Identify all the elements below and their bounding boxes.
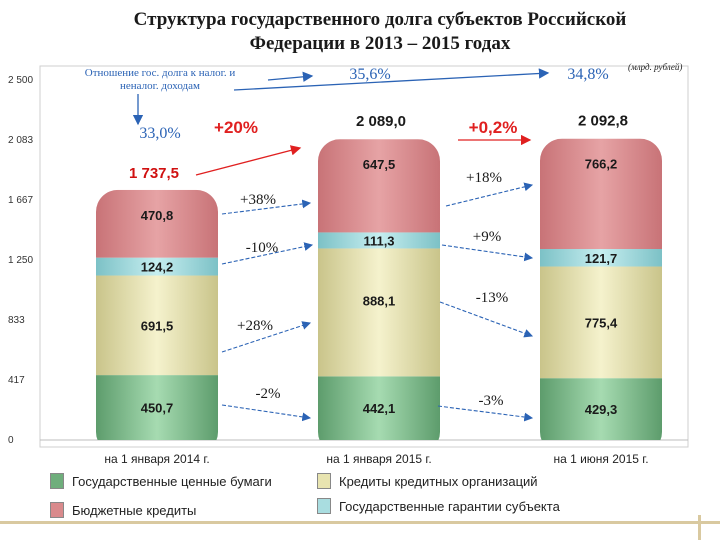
corner-rule	[698, 515, 701, 540]
growth-arrow-credits-2	[439, 301, 534, 338]
y-tick-label-417: 417	[8, 375, 25, 386]
annotations-layer: 33,0% 35,6% 34,8% Отношение гос. долга к на…	[85, 62, 682, 422]
ratio-arrow-right-2	[233, 68, 550, 91]
ratio-label-2: 35,6%	[349, 66, 390, 83]
legend-swatch-bonds	[50, 473, 64, 489]
y-tick-label-833: 833	[8, 315, 25, 326]
x-tick-label-1: на 1 января 2014 г.	[104, 452, 209, 466]
segment-label-bonds-3: 429,3	[585, 402, 618, 417]
segment-label-budget-3: 766,2	[585, 157, 618, 172]
segment-label-credits-1: 691,5	[141, 318, 174, 333]
segment-label-bonds-1: 450,7	[141, 401, 174, 416]
growth-arrow-guarantees-2	[441, 244, 534, 262]
y-tick-label-1250: 1 250	[8, 255, 33, 266]
plot-frame	[39, 65, 689, 448]
growth-label-bonds-2: -3%	[479, 393, 504, 409]
bar-segment-credits-3	[540, 266, 662, 379]
total-growth-label-2: +0,2%	[469, 118, 518, 137]
y-tick-label-2083: 2 083	[8, 135, 33, 146]
growth-arrow-bonds-1	[221, 404, 312, 422]
bar-segment-bonds-2	[318, 376, 440, 440]
bar-group-3	[540, 138, 662, 440]
total-label-3: 2 092,8	[578, 113, 628, 130]
total-label-1: 1 737,5	[129, 165, 179, 182]
bar-segment-guarantees-2	[318, 232, 440, 249]
total-label-2: 2 089,0	[356, 113, 406, 130]
bar-segment-budget-2	[318, 139, 440, 233]
bar-group-2	[318, 139, 440, 440]
bar-segment-guarantees-3	[540, 248, 662, 267]
bar-segment-budget-1	[96, 189, 218, 258]
growth-label-budget-1: +38%	[240, 192, 276, 208]
growth-label-credits-2: -13%	[476, 290, 509, 306]
x-tick-label-2: на 1 января 2015 г.	[326, 452, 431, 466]
growth-label-guarantees-1: -10%	[246, 240, 279, 256]
growth-arrow-credits-1	[221, 321, 312, 353]
bottom-rule	[0, 521, 720, 524]
legend-label-guarantees: Государственные гарантии субъекта	[339, 498, 560, 514]
segment-label-credits-3: 775,4	[585, 315, 618, 330]
total-growth-label-1: +20%	[214, 118, 258, 137]
segment-label-guarantees-2: 111,3	[363, 233, 394, 248]
bar-segment-guarantees-1	[96, 257, 218, 276]
segment-label-guarantees-1: 124,2	[141, 260, 174, 275]
chart-title-line-1: Структура государственного долга субъект…	[133, 9, 627, 30]
chart-title: Структура государственного долга субъект…	[60, 8, 700, 56]
segment-label-credits-2: 888,1	[363, 293, 396, 308]
legend-label-budget: Бюджетные кредиты	[72, 502, 197, 518]
growth-label-guarantees-2: +9%	[473, 229, 501, 245]
legend-item-bonds: Государственные ценные бумаги	[50, 471, 272, 491]
bar-segment-bonds-3	[540, 378, 662, 440]
bar-segment-credits-2	[318, 248, 440, 377]
bar-group-1	[96, 189, 218, 440]
y-tick-label-0: 0	[8, 435, 14, 446]
legend-swatch-credits	[317, 473, 331, 489]
bars-layer: 450,7 691,5 124,2 470,8 на 1 января 2014 г. 1…	[96, 113, 662, 466]
bar-segment-bonds-1	[96, 375, 218, 440]
legend-swatch-guarantees	[317, 498, 331, 514]
total-growth-arrow-1	[195, 145, 302, 176]
growth-label-bonds-1: -2%	[256, 386, 281, 402]
ratio-label-1: 33,0%	[139, 125, 180, 142]
growth-arrow-guarantees-1	[221, 242, 314, 265]
chart-title-line-2: Федерации в 2013 – 2015 годах	[249, 33, 511, 54]
legend-item-guarantees: Государственные гарантии субъекта	[317, 496, 560, 516]
legend-item-budget: Бюджетные кредиты	[50, 500, 196, 520]
growth-label-credits-1: +28%	[237, 318, 273, 334]
ratio-arrow-right-1	[267, 71, 314, 83]
segment-label-budget-2: 647,5	[363, 157, 396, 172]
segment-label-guarantees-3: 121,7	[585, 251, 618, 266]
legend-label-bonds: Государственные ценные бумаги	[72, 473, 272, 489]
ratio-caption-line-1: Отношение гос. долга к налог. и	[85, 67, 236, 79]
growth-arrow-budget-1	[221, 199, 312, 215]
legend-label-credits: Кредиты кредитных организаций	[339, 473, 538, 489]
y-tick-label-1667: 1 667	[8, 195, 33, 206]
x-tick-label-3: на 1 июня 2015 г.	[553, 452, 648, 466]
unit-note: (млрд. рублей)	[628, 62, 682, 72]
bar-segment-credits-1	[96, 275, 218, 376]
ratio-label-3: 34,8%	[567, 66, 608, 83]
bar-segment-budget-3	[540, 138, 662, 249]
segment-label-bonds-2: 442,1	[363, 401, 396, 416]
y-tick-label-2500: 2 500	[8, 75, 33, 86]
growth-arrow-bonds-2	[437, 405, 534, 422]
ratio-caption-line-2: неналог. доходам	[120, 80, 200, 92]
growth-label-budget-2: +18%	[466, 170, 502, 186]
legend-item-credits: Кредиты кредитных организаций	[317, 471, 538, 491]
segment-label-budget-1: 470,8	[141, 208, 174, 223]
legend-swatch-budget	[50, 502, 64, 518]
growth-arrow-budget-2	[445, 182, 534, 207]
